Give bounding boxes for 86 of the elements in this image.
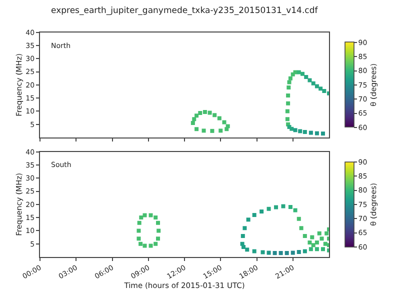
point [154, 242, 158, 246]
point [302, 130, 307, 134]
point [308, 78, 312, 82]
point [314, 240, 319, 245]
chart-title: expres_earth_jupiter_ganymede_txka-y235_20150131_v14.cdf [51, 6, 319, 16]
point [300, 72, 305, 76]
point [246, 218, 250, 222]
point [311, 81, 316, 86]
point [308, 240, 312, 245]
point [278, 251, 283, 256]
point [320, 132, 325, 136]
point [284, 251, 289, 256]
point [142, 244, 147, 248]
point [293, 208, 298, 212]
point [302, 234, 307, 238]
point [260, 250, 265, 254]
point [318, 86, 323, 91]
point [308, 247, 313, 252]
point [202, 110, 207, 114]
point [148, 213, 153, 218]
point [281, 204, 286, 208]
point [320, 247, 325, 252]
point [156, 220, 160, 225]
point [217, 116, 222, 120]
point [299, 226, 304, 230]
point [290, 126, 294, 131]
point [310, 235, 314, 240]
point [296, 216, 301, 221]
point [266, 250, 271, 255]
point [286, 101, 290, 106]
point [286, 93, 290, 98]
point [296, 250, 301, 254]
point [304, 75, 308, 80]
point [156, 236, 160, 241]
point [202, 128, 206, 133]
point [208, 110, 212, 115]
point [320, 236, 324, 241]
point [286, 86, 291, 90]
point [222, 120, 226, 124]
point [212, 113, 217, 118]
point [192, 117, 196, 122]
point [311, 243, 316, 248]
point [260, 210, 264, 214]
point [274, 205, 278, 210]
point [224, 127, 229, 132]
point [285, 109, 290, 114]
point [288, 76, 292, 80]
point [242, 245, 246, 250]
point [324, 231, 329, 236]
point [314, 84, 319, 88]
point [323, 242, 328, 246]
point [314, 247, 319, 252]
point [190, 121, 195, 126]
point [240, 234, 245, 238]
point [308, 130, 313, 135]
point [252, 249, 256, 254]
point [218, 128, 223, 133]
point [154, 216, 158, 220]
point [210, 128, 214, 133]
point [314, 131, 319, 136]
point [302, 249, 307, 254]
point [296, 70, 301, 74]
point [288, 205, 292, 210]
point [138, 242, 143, 246]
point [194, 127, 199, 132]
point [194, 114, 199, 118]
point [156, 228, 161, 233]
point [285, 117, 290, 122]
point [137, 220, 142, 225]
point [293, 128, 298, 132]
point [198, 111, 202, 116]
point [136, 236, 141, 241]
point [287, 80, 292, 84]
point [136, 228, 141, 233]
point [322, 88, 326, 93]
point [317, 231, 322, 236]
point [266, 206, 271, 211]
point [148, 244, 153, 248]
point [242, 226, 247, 230]
point [139, 216, 144, 220]
point [245, 248, 250, 252]
point [272, 251, 277, 256]
point [298, 129, 302, 134]
point [290, 250, 295, 255]
point [142, 213, 147, 218]
point [252, 212, 256, 217]
